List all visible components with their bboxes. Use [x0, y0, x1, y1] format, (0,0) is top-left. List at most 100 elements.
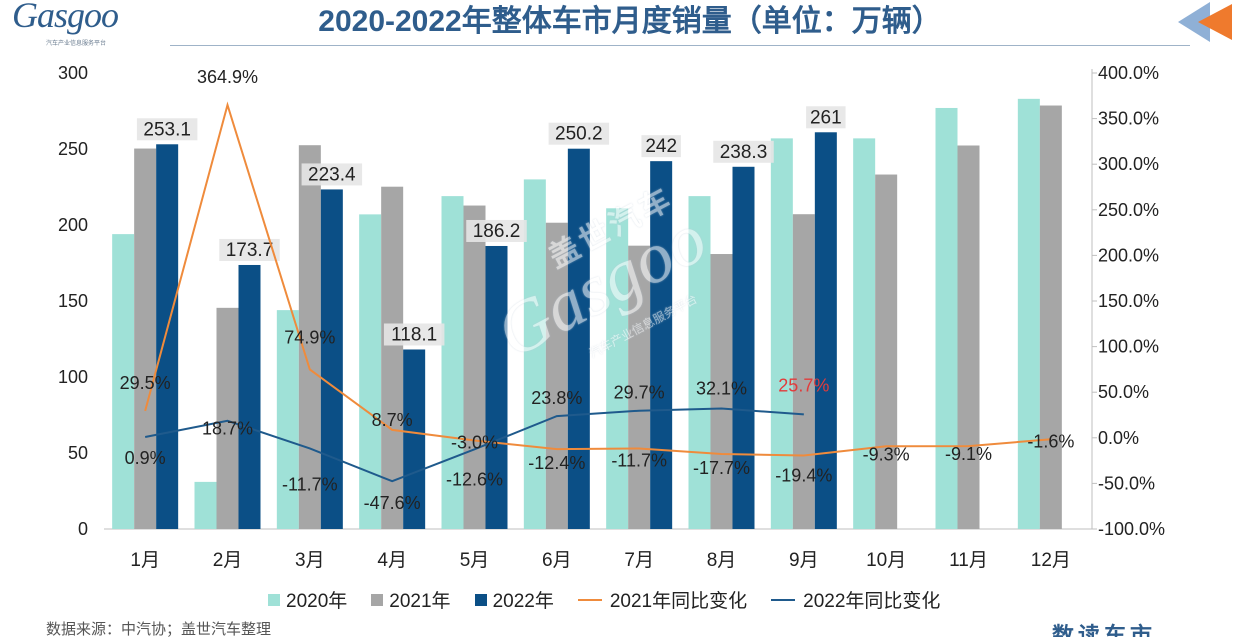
- line-label-2022-yoy: 32.1%: [696, 379, 747, 399]
- gasgoo-logo[interactable]: Gasgoo 汽车产业信息服务平台: [4, 0, 164, 48]
- bar-2020年: [194, 481, 217, 529]
- y-left-tick-label: 100: [58, 367, 88, 387]
- bar-2020年: [935, 107, 958, 530]
- bar-label-2022: 223.4: [308, 164, 356, 185]
- bar-2020年: [112, 234, 135, 529]
- line-label-2021-yoy: -1.6%: [1027, 431, 1074, 451]
- back-arrow-icon: [1178, 2, 1232, 42]
- line-label-2021-yoy: -19.4%: [775, 465, 832, 485]
- bar-label-2022: 242: [645, 136, 677, 157]
- x-tick-label: 3月: [295, 550, 325, 571]
- x-tick-label: 9月: [789, 550, 819, 571]
- bar-2020年: [276, 310, 299, 529]
- line-label-2022-yoy: 23.8%: [531, 388, 582, 408]
- x-tick-label: 8月: [707, 550, 737, 571]
- line-label-2022-yoy: 18.7%: [202, 419, 253, 439]
- line-label-2022-yoy: -11.7%: [282, 474, 338, 494]
- bar-2022年: [403, 349, 426, 529]
- bar-2021年: [545, 222, 568, 529]
- bar-2021年: [381, 186, 404, 530]
- bar-label-bg: [301, 163, 363, 186]
- line-label-2021-yoy: 29.5%: [120, 373, 171, 393]
- bar-2021年: [957, 145, 980, 529]
- y-right-tick-label: -100.0%: [1098, 519, 1165, 539]
- bar-label-bg: [806, 106, 846, 129]
- legend-label-2021: 2021年: [389, 591, 451, 612]
- legend-label-2021-yoy: 2021年同比变化: [609, 591, 748, 612]
- legend-2020[interactable]: 2020年: [268, 586, 347, 613]
- bar-2022年: [567, 148, 590, 530]
- logo-wordmark: Gasgoo: [12, 0, 119, 35]
- legend-label-2022: 2022年: [492, 591, 554, 612]
- x-tick-label: 4月: [377, 550, 407, 571]
- bar-2020年: [606, 208, 629, 529]
- x-tick-label: 2月: [213, 550, 243, 571]
- legend-swatch-2021: [371, 593, 384, 606]
- line-label-2021-yoy: -9.1%: [945, 444, 992, 464]
- back-button[interactable]: [1176, 0, 1236, 44]
- legend-swatch-2020: [268, 593, 280, 606]
- bar-2020年: [1017, 98, 1040, 529]
- legend-swatch-2022: [474, 593, 487, 606]
- bar-2020年: [359, 214, 382, 530]
- bar-label-bg: [466, 219, 527, 242]
- line-label-2021-yoy: -9.3%: [863, 444, 910, 464]
- y-left-tick-label: 50: [68, 443, 88, 463]
- y-right-tick-label: 200.0%: [1098, 245, 1159, 265]
- y-left-tick-label: 250: [58, 139, 88, 159]
- bar-2021年: [298, 145, 321, 529]
- line-label-2021-yoy: 8.7%: [372, 410, 413, 430]
- bar-2021年: [134, 148, 157, 529]
- x-tick-label: 1月: [130, 550, 160, 571]
- bar-label-2022: 186.2: [473, 221, 521, 242]
- bar-label-2022: 250.2: [555, 124, 603, 145]
- x-tick-label: 5月: [460, 550, 490, 571]
- line-2022年同比变化: [144, 407, 804, 483]
- legend-2022-yoy[interactable]: 2022年同比变化: [771, 586, 940, 613]
- line-label-2021-yoy: 364.9%: [197, 67, 258, 87]
- legend-label-2020: 2020年: [286, 591, 348, 612]
- bar-2022年: [238, 264, 261, 529]
- x-tick-label: 7月: [624, 550, 654, 571]
- bar-2021年: [875, 174, 898, 529]
- bar-2021年: [1039, 105, 1062, 529]
- bar-2022年: [814, 132, 837, 529]
- bar-2020年: [688, 196, 711, 529]
- bar-label-2022: 238.3: [720, 142, 768, 163]
- chart-legend: 2020年 2021年 2022年 2021年同比变化 2022年同比变化: [268, 586, 964, 613]
- bar-label-bg: [713, 140, 774, 163]
- line-label-2021-yoy: -11.7%: [611, 450, 667, 470]
- y-left-tick-label: 300: [58, 63, 88, 83]
- y-right-tick-label: 400.0%: [1098, 63, 1159, 83]
- y-right-tick-label: 100.0%: [1098, 337, 1159, 357]
- x-tick-label: 12月: [1031, 550, 1071, 571]
- bar-2021年: [792, 214, 815, 529]
- bar-label-bg: [641, 135, 681, 158]
- y-right-tick-label: -50.0%: [1098, 473, 1155, 493]
- footer-brand: 数读车市: [1052, 623, 1157, 637]
- line-label-2022-yoy: 29.7%: [614, 383, 665, 403]
- legend-swatch-2021-yoy: [577, 598, 602, 601]
- y-right-tick-label: 0.0%: [1098, 428, 1139, 448]
- line-label-2022-yoy: 25.7%: [778, 375, 829, 395]
- y-left-tick-label: 150: [58, 291, 88, 311]
- x-tick-label: 11月: [949, 550, 988, 571]
- bar-label-2022: 118.1: [391, 324, 437, 345]
- line-label-2021-yoy: 74.9%: [284, 327, 335, 347]
- legend-2021-yoy[interactable]: 2021年同比变化: [577, 586, 748, 613]
- line-label-2022-yoy: -12.6%: [446, 469, 503, 489]
- bar-2022年: [732, 166, 755, 529]
- legend-swatch-2022-yoy: [771, 598, 796, 601]
- title-divider: [170, 45, 1190, 46]
- bar-label-bg: [136, 118, 198, 141]
- line-label-2021-yoy: -17.7%: [693, 458, 750, 478]
- legend-2022[interactable]: 2022年: [474, 586, 554, 613]
- bar-2020年: [770, 138, 793, 530]
- x-tick-label: 10月: [866, 550, 906, 571]
- y-right-tick-label: 50.0%: [1098, 382, 1149, 402]
- data-source-note: 数据来源：中汽协；盖世汽车整理: [46, 621, 272, 638]
- legend-2021[interactable]: 2021年: [371, 586, 451, 613]
- y-right-tick-label: 350.0%: [1098, 109, 1159, 129]
- x-tick-label: 6月: [542, 550, 572, 571]
